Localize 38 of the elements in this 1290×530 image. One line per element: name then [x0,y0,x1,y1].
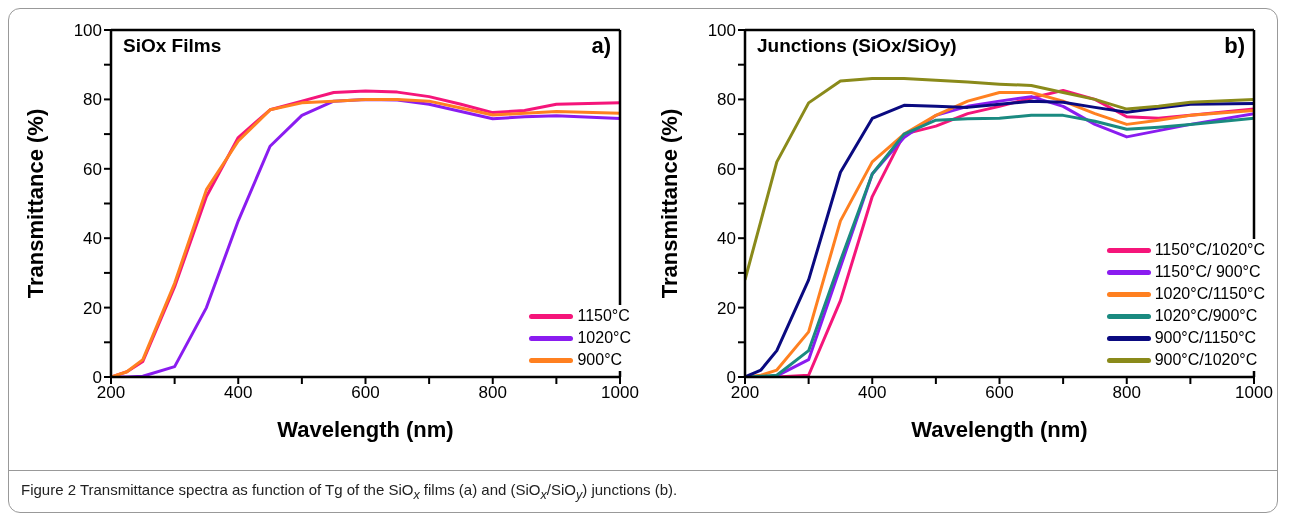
legend-label: 1150°C/1020°C [1154,241,1265,259]
y-tick-label: 100 [73,21,102,41]
x-tick-label: 600 [351,383,380,403]
y-tick-label: 40 [83,229,102,249]
annotation: a) [591,33,611,59]
legend-label: 1020°C [577,329,631,347]
y-axis-title: Transmittance (%) [656,108,682,299]
x-axis-title: Wavelength (nm) [911,417,1088,442]
y-tick-label: 20 [83,298,102,318]
legend-label: 1020°C/900°C [1154,307,1258,325]
chart-title: Junctions (SiOx/SiOy) [757,35,957,57]
legend-label: 1150°C/ 900°C [1154,263,1261,281]
x-tick-label: 800 [478,383,507,403]
y-tick-label: 80 [717,90,736,110]
x-tick-label: 400 [224,383,253,403]
legend-label: 900°C/1150°C [1154,329,1257,347]
legend-label: 1150°C [577,307,630,325]
y-tick-label: 100 [707,21,736,41]
chart-title: SiOx Films [123,35,222,57]
legend-label: 900°C/1020°C [1154,351,1258,369]
legend-label: 1020°C/1150°C [1154,285,1265,303]
y-tick-label: 80 [83,90,102,110]
x-tick-label: 400 [858,383,887,403]
caption: Figure 2 Transmittance spectra as function of Tg of the SiO$_{x}$ films (a) and (SiO$_{x}$/SiO$_{y}$) junctions (b). [21,481,678,502]
y-tick-label: 60 [83,159,102,179]
y-tick-label: 20 [717,298,736,318]
x-tick-label: 200 [730,383,760,403]
x-tick-label: 800 [1112,383,1141,403]
x-tick-label: 1000 [601,383,639,403]
y-tick-label: 60 [717,159,736,179]
annotation: b) [1224,33,1245,59]
x-tick-label: 200 [96,383,126,403]
y-axis-title: Transmittance (%) [22,108,48,299]
y-tick-label: 40 [717,229,736,249]
x-axis-title: Wavelength (nm) [277,417,454,442]
legend-label: 900°C [577,351,623,369]
x-tick-label: 1000 [1235,383,1273,403]
x-tick-label: 600 [985,383,1014,403]
